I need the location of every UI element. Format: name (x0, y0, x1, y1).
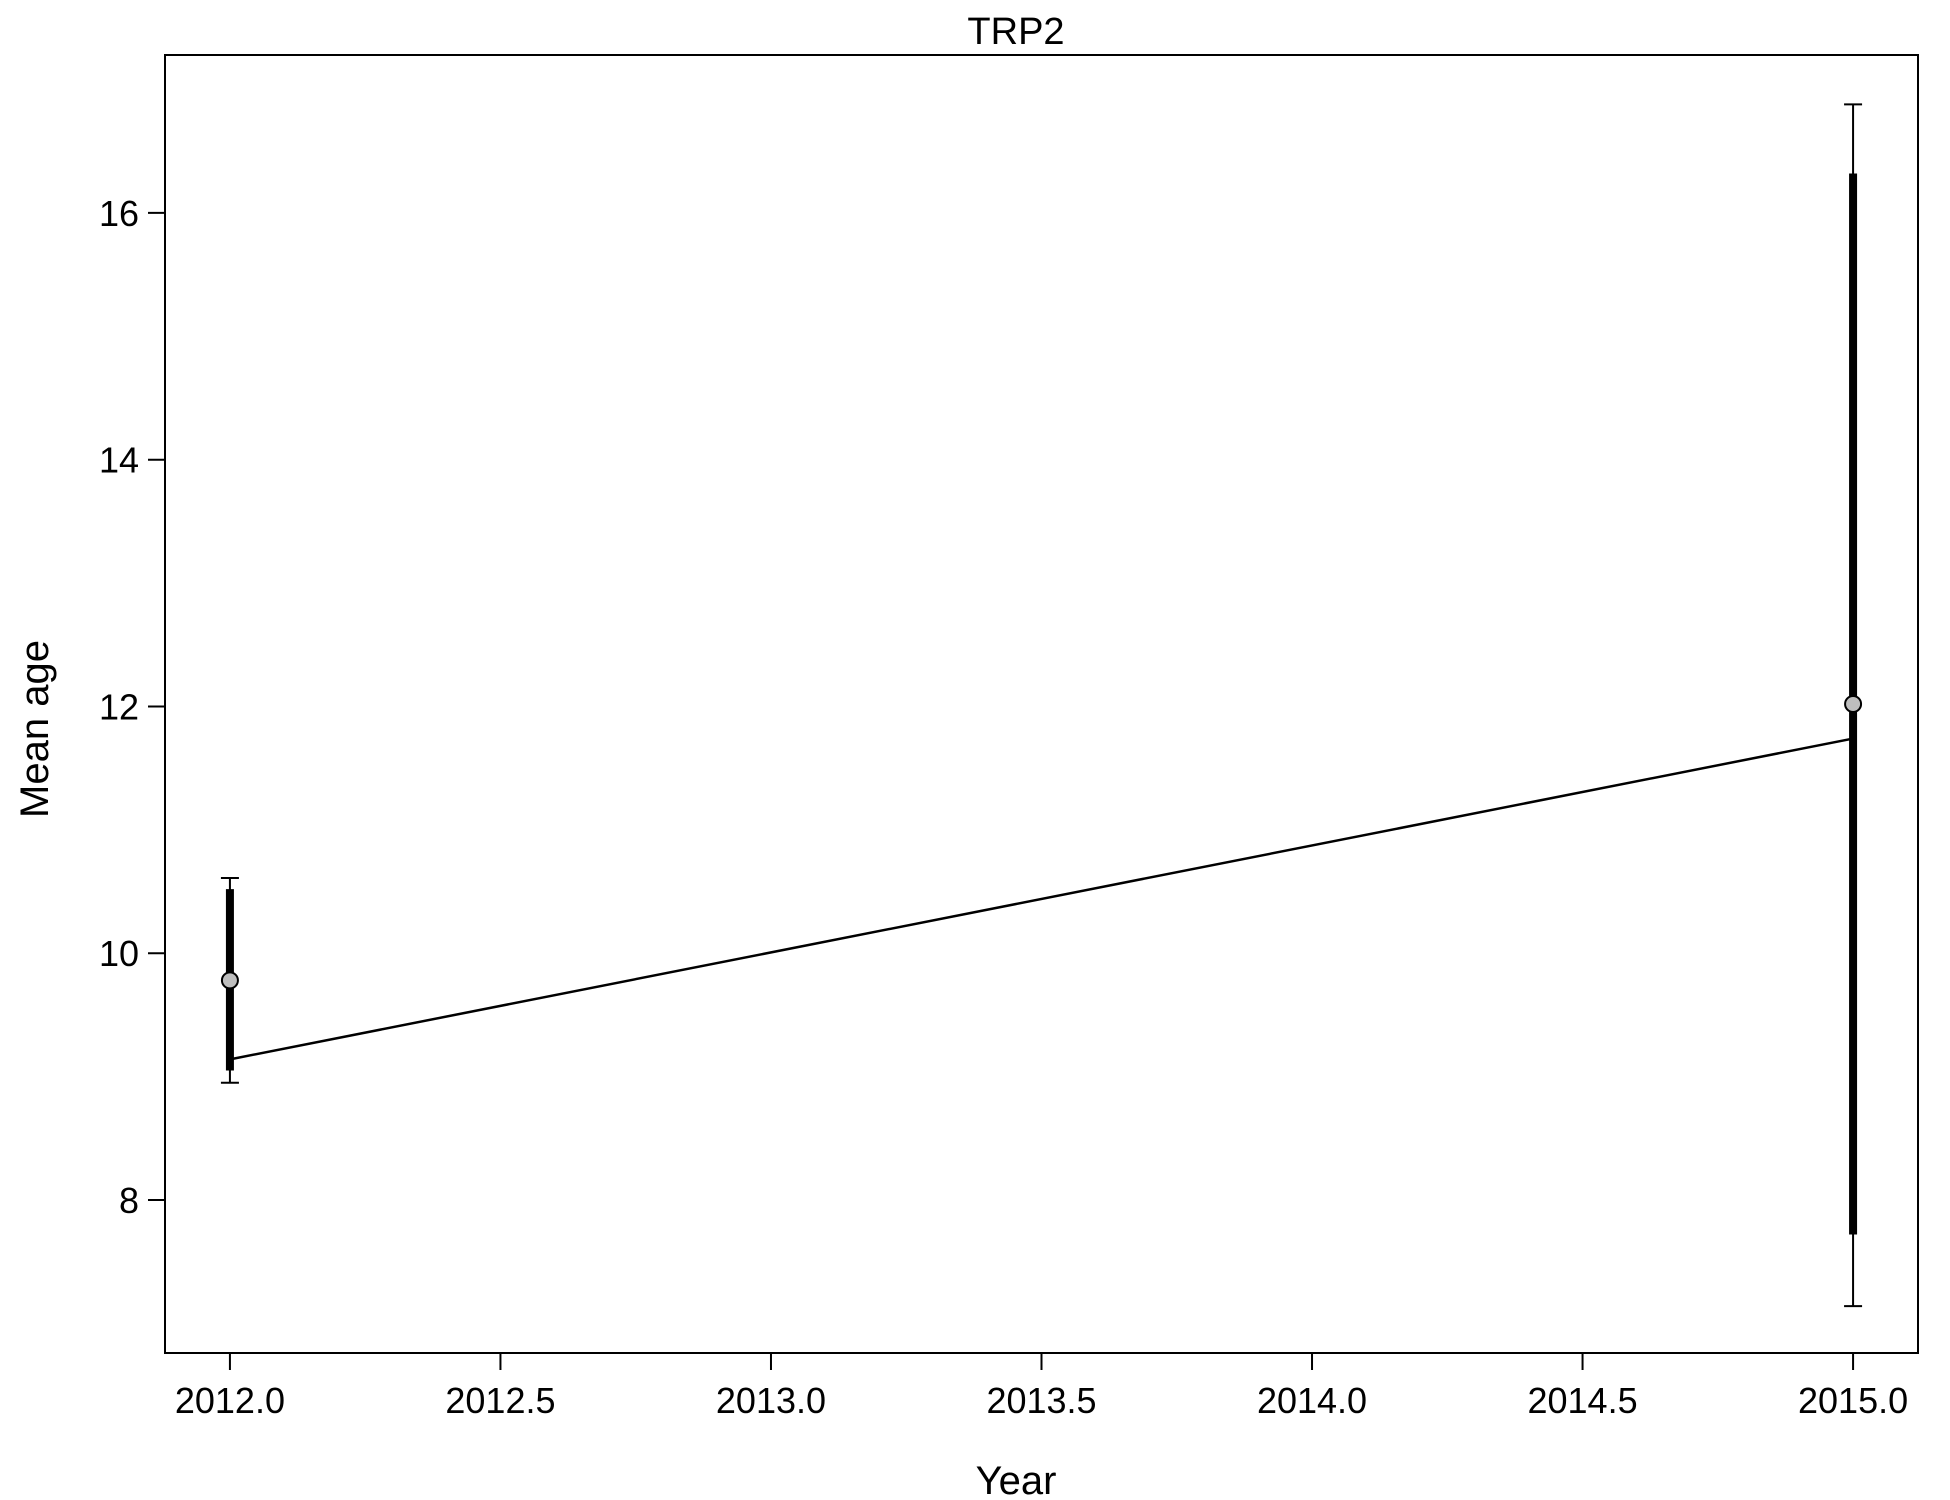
expected-line (229, 737, 1854, 1061)
data-point (1844, 695, 1863, 713)
plot-layer: 2012.0 2012.5 2013.0 2013.5 2014.0 2014.5 2015… (99, 54, 1919, 1421)
y-tick-label: 14 (99, 440, 139, 481)
y-tick-label: 10 (99, 933, 139, 974)
y-tick-label: 8 (119, 1180, 139, 1221)
x-tick-label: 2012.0 (175, 1380, 285, 1421)
x-tick-label: 2013.5 (986, 1380, 1096, 1421)
chart-title: TRP2 (967, 11, 1064, 53)
x-tick-label: 2014.5 (1527, 1380, 1637, 1421)
x-axis-label: Year (976, 1459, 1057, 1500)
x-tick-label: 2015.0 (1798, 1380, 1908, 1421)
y-tick-label: 12 (99, 686, 139, 727)
x-tick-label: 2014.0 (1257, 1380, 1367, 1421)
y-tick-label: 16 (99, 193, 139, 234)
data-point (220, 971, 239, 990)
y-axis-label: Mean age (13, 640, 57, 818)
x-tick-label: 2013.0 (716, 1380, 826, 1421)
x-tick-label: 2012.5 (445, 1380, 555, 1421)
